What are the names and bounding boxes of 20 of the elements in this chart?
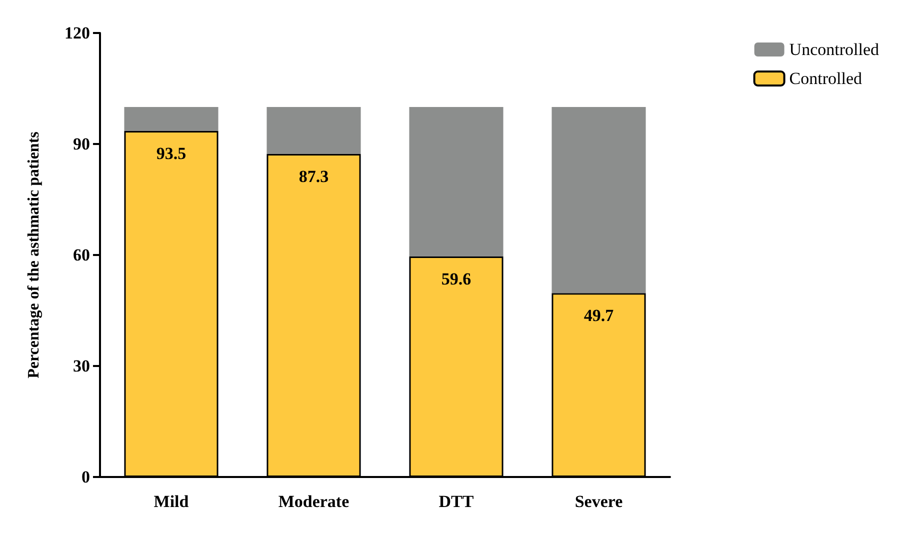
- bar: [409, 107, 504, 256]
- legend-label: Controlled: [789, 69, 863, 88]
- data-label: 93.5: [156, 144, 186, 164]
- data-label: 59.6: [441, 269, 472, 288]
- legend-label: Uncontrolled: [789, 40, 880, 59]
- y-tick-label: 0: [82, 468, 90, 486]
- y-tick-label: 60: [73, 246, 90, 264]
- bar: [552, 107, 646, 294]
- y-tick-label: 90: [73, 134, 90, 154]
- x-tick-label: Moderate: [278, 492, 350, 511]
- data-label: 49.7: [584, 306, 614, 326]
- y-tick-label: 120: [64, 24, 90, 42]
- y-tick-label: 30: [73, 356, 90, 376]
- data-label: 87.3: [298, 166, 329, 186]
- x-tick-label: Severe: [574, 492, 624, 511]
- bar: [266, 107, 361, 154]
- bar: [124, 107, 218, 132]
- y-axis-title: Percentage of the asthmatic patients: [26, 132, 42, 378]
- x-tick-label: DTT: [438, 492, 474, 511]
- x-tick-label: Mild: [154, 492, 190, 511]
